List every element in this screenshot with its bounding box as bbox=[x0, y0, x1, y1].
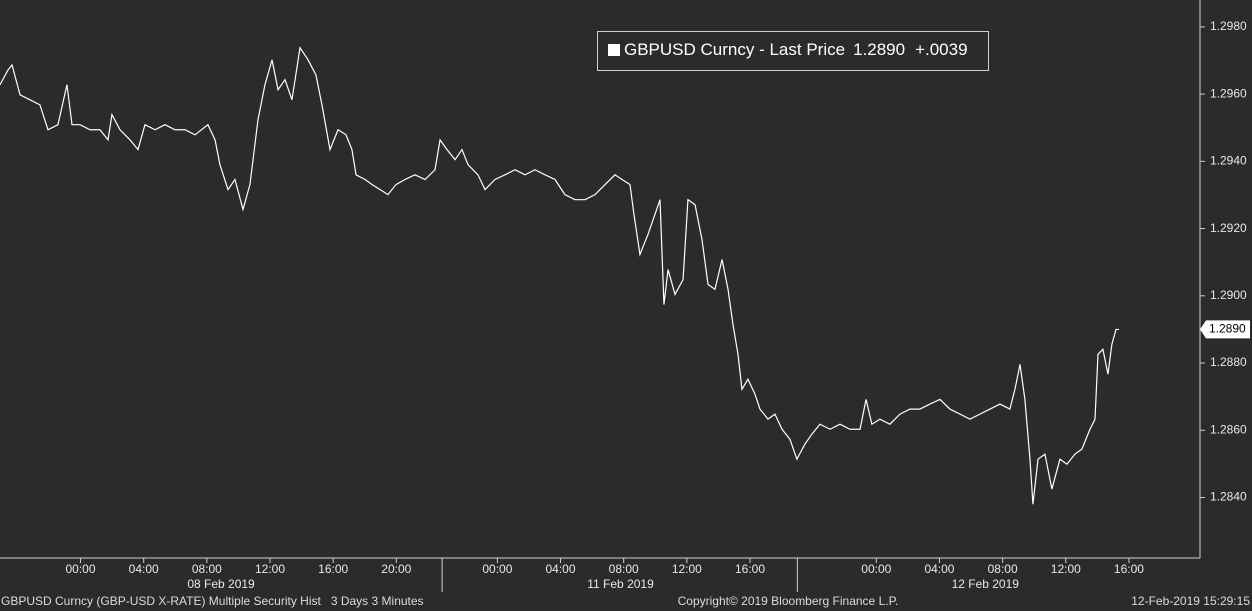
footer-center: Copyright© 2019 Bloomberg Finance L.P. bbox=[678, 594, 899, 608]
y-tick-label: 1.2840 bbox=[1210, 490, 1247, 504]
x-tick-label: 00:00 bbox=[482, 562, 512, 576]
legend-box bbox=[597, 31, 989, 71]
y-tick-label: 1.2940 bbox=[1210, 154, 1247, 168]
x-tick-label: 00:00 bbox=[861, 562, 891, 576]
footer-left: GBPUSD Curncy (GBP-USD X-RATE) Multiple … bbox=[1, 594, 424, 608]
x-tick-label: 08:00 bbox=[192, 562, 222, 576]
y-tick-label: 1.2860 bbox=[1210, 422, 1247, 436]
day-label: 12 Feb 2019 bbox=[952, 577, 1020, 591]
y-tick-label: 1.2900 bbox=[1210, 288, 1247, 302]
legend-part: GBPUSD Curncy - Last Price bbox=[624, 40, 845, 59]
price-line bbox=[0, 46, 1119, 505]
legend-part: +.0039 bbox=[915, 40, 967, 59]
day-label: 11 Feb 2019 bbox=[587, 577, 654, 591]
x-tick-label: 08:00 bbox=[988, 562, 1018, 576]
x-tick-label: 12:00 bbox=[672, 562, 702, 576]
y-tick-label: 1.2960 bbox=[1210, 86, 1247, 100]
x-tick-label: 04:00 bbox=[546, 562, 576, 576]
y-tick-label: 1.2880 bbox=[1210, 355, 1247, 369]
x-tick-label: 16:00 bbox=[1114, 562, 1144, 576]
x-tick-label: 16:00 bbox=[735, 562, 765, 576]
last-price-tag bbox=[1200, 320, 1250, 339]
x-tick-label: 20:00 bbox=[381, 562, 411, 576]
y-tick-label: 1.2980 bbox=[1210, 19, 1247, 33]
x-tick-label: 12:00 bbox=[1051, 562, 1081, 576]
legend-text: GBPUSD Curncy - Last Price 1.2890 +.0039 bbox=[624, 40, 968, 59]
x-tick-label: 04:00 bbox=[924, 562, 954, 576]
legend-part: 1.2890 bbox=[853, 40, 905, 59]
y-tick-label: 1.2920 bbox=[1210, 221, 1247, 235]
legend: GBPUSD Curncy - Last Price 1.2890 +.0039 bbox=[597, 31, 989, 71]
last-price-label: 1.2890 bbox=[1209, 322, 1246, 336]
day-label: 08 Feb 2019 bbox=[187, 577, 255, 591]
x-tick-label: 00:00 bbox=[66, 562, 96, 576]
legend-swatch bbox=[608, 44, 620, 56]
x-tick-label: 04:00 bbox=[129, 562, 159, 576]
x-tick-label: 08:00 bbox=[609, 562, 639, 576]
footer-right: 12-Feb-2019 15:29:15 bbox=[1131, 594, 1250, 608]
x-tick-label: 12:00 bbox=[255, 562, 285, 576]
x-tick-label: 16:00 bbox=[318, 562, 348, 576]
